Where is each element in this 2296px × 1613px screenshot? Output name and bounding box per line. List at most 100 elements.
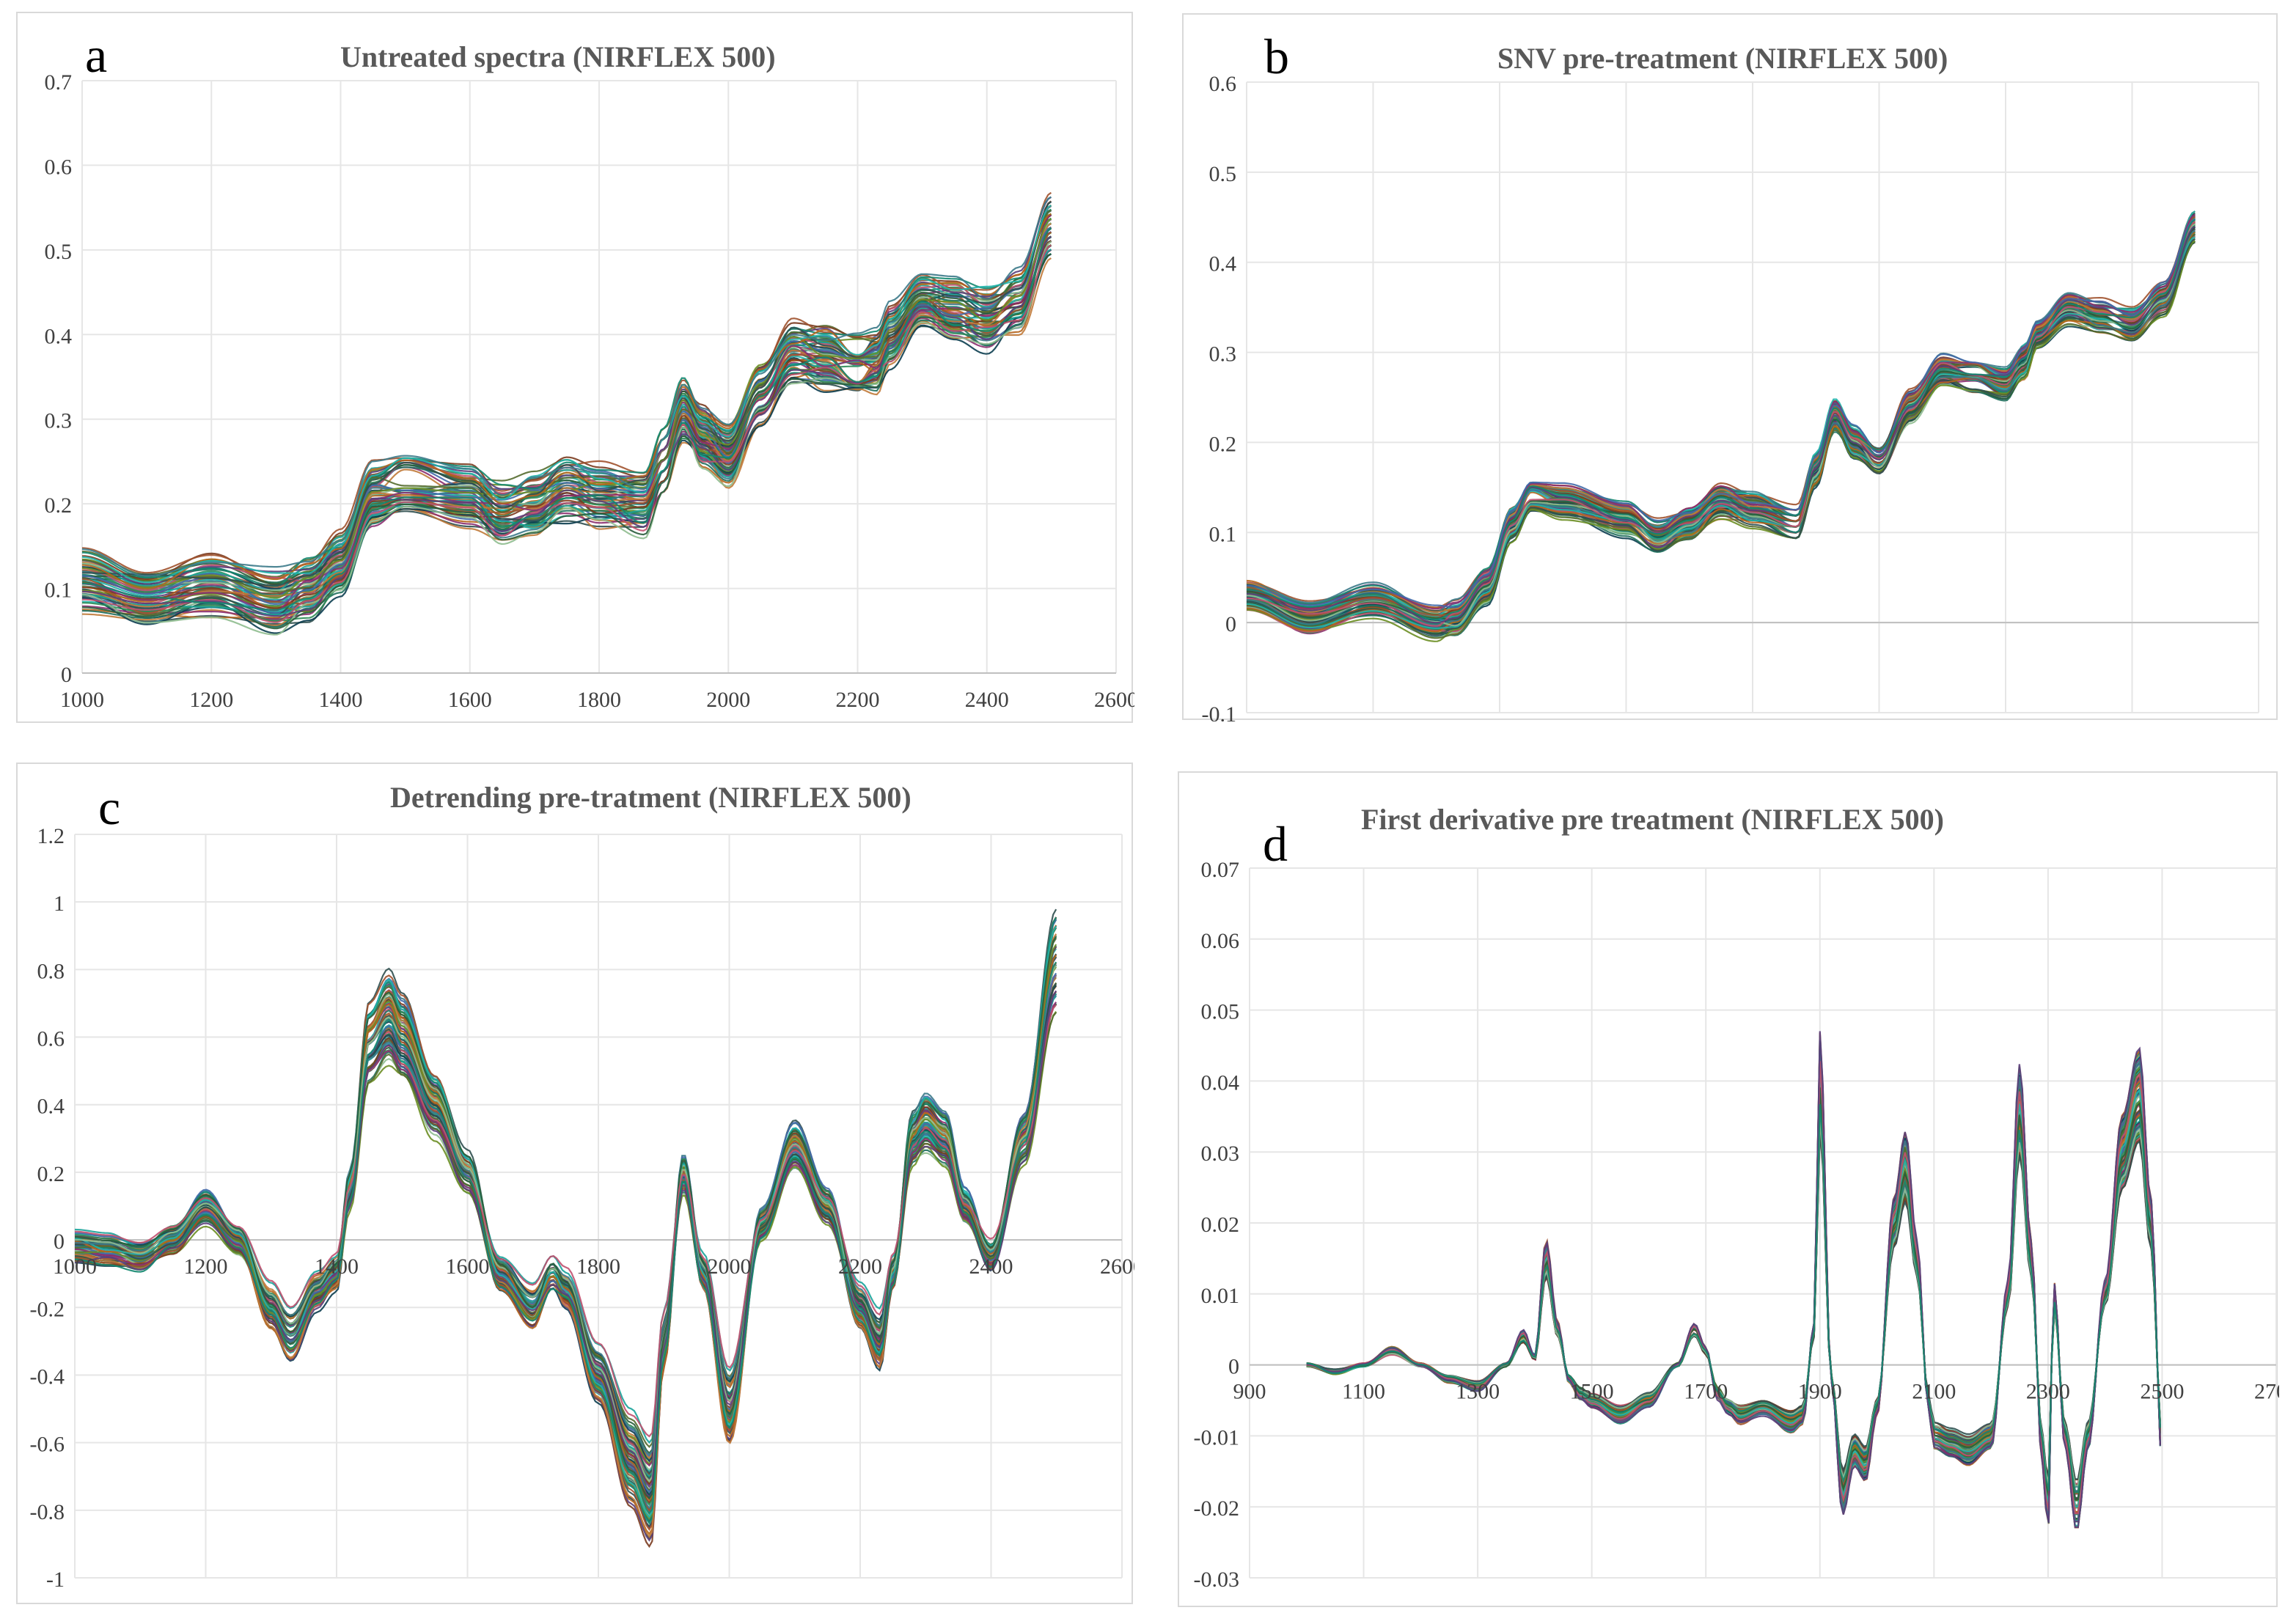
spectrum-line [74,954,1057,1502]
chart-title: First derivative pre treatment (NIRFLEX … [1361,803,1944,836]
x-tick-label: 2000 [708,1254,752,1279]
y-tick-label: -0.02 [1194,1496,1240,1521]
spectrum-line [1246,225,2196,625]
x-tick-label: 2000 [706,688,750,712]
spectrum-line [74,961,1057,1515]
x-tick-label: 1600 [448,688,492,712]
panel-letter: b [1264,29,1289,84]
grid [1249,867,2277,1579]
spectrum-line [81,236,1052,617]
y-tick-label: 0.04 [1201,1070,1240,1095]
spectrum-line [82,218,1052,609]
y-tick-label: 0.1 [45,578,73,603]
y-tick-label: 0.5 [1209,162,1237,186]
spectrum-line [75,983,1057,1475]
spectrum-line [1306,1087,2161,1501]
spectrum-line [1306,1061,2161,1515]
spectrum-line [1306,1118,2161,1487]
y-tick-label: 0.7 [45,70,73,95]
y-tick-label: 0.4 [37,1095,65,1119]
chart-plot: -0.100.10.20.30.40.50.610001200140016001… [1202,72,2259,721]
spectrum-line [1306,1100,2161,1494]
y-tick-label: 0.2 [37,1162,65,1186]
x-tick-label: 2400 [969,1254,1013,1279]
spectrum-line [81,231,1052,614]
x-tick-label: 2700 [2254,1380,2279,1404]
spectrum-line [1246,223,2196,629]
spectrum-line [81,232,1052,613]
x-tick-label: 2300 [2026,1380,2070,1404]
x-tick-label: 1000 [53,1254,97,1279]
y-tick-label: -0.2 [30,1297,65,1321]
spectrum-line [1246,218,2196,622]
y-tick-label: 0.5 [45,240,73,264]
spectrum-line [1246,213,2196,616]
y-tick-label: -1 [46,1568,65,1592]
spectrum-line [81,214,1052,611]
y-tick-label: 0.05 [1201,1000,1240,1024]
chart-panel-c: c Detrending pre-tratment (NIRFLEX 500) … [16,763,1135,1604]
y-tick-label: -0.4 [30,1364,65,1389]
y-tick-label: 0 [1225,612,1236,636]
spectrum-line [1306,1096,2161,1495]
spectrum-line [1306,1100,2161,1495]
spectrum-line [1306,1092,2161,1501]
spectrum-line [1306,1096,2161,1499]
chart-plot: -0.03 -0.02 -0.01 0 0.01 0.02 0.03 0.04 0.05 0.06… [1194,858,2280,1592]
y-tick-label: -0.1 [1202,702,1237,721]
spectrum-line [1246,232,2196,631]
spectrum-line [81,205,1052,584]
x-tick-label: 1200 [184,1254,228,1279]
spectrum-line [1246,220,2196,619]
x-tick-label: 1600 [446,1254,490,1279]
spectrum-line [74,925,1057,1518]
x-tick-label: 2100 [1912,1380,1956,1404]
series-group [1306,1031,2161,1529]
spectrum-line [1246,240,2196,638]
spectrum-line [1246,231,2196,630]
y-tick-label: 0.2 [1209,432,1237,456]
spectrum-line [81,217,1052,598]
spectrum-line [1246,218,2196,623]
spectrum-line [82,213,1052,585]
y-tick-label: 0.6 [37,1027,65,1051]
spectrum-line [1246,226,2196,625]
spectrum-line [81,209,1052,592]
x-tick-label: 1200 [189,688,233,712]
spectrum-line [1306,1123,2161,1485]
x-tick-label: 1400 [315,1254,359,1279]
grid [1246,81,2259,713]
chart-title: Untreated spectra (NIRFLEX 500) [340,40,776,73]
x-tick-label: 1700 [1684,1380,1728,1404]
spectrum-line [81,222,1052,596]
spectrum-line [81,226,1052,588]
spectrum-line [1246,217,2196,613]
panel-letter: a [85,27,108,83]
series-group [81,191,1052,636]
y-tick-label: 0 [1228,1355,1239,1379]
chart-title: SNV pre-treatment (NIRFLEX 500) [1497,42,1948,75]
x-tick-label: 1900 [1798,1380,1842,1404]
y-tick-label: 0.1 [1209,522,1237,546]
spectrum-line [1246,230,2196,625]
chart-plot: -1 -0.8 -0.6 -0.4 -0.2 0 0.2 0.4 0.6 0.8 1 1.2 1000 1… [30,824,1135,1592]
spectrum-line [1246,227,2196,625]
spectrum-line [1246,237,2196,635]
spectrum-line [1306,1126,2161,1481]
spectrum-line [81,218,1052,603]
y-tick-label: 0 [61,663,72,687]
spectrum-line [81,227,1052,614]
y-tick-label: 1 [54,892,65,916]
y-tick-label: 0.3 [45,409,73,433]
spectrum-line [1306,1126,2161,1485]
spectrum-line [81,209,1052,593]
spectrum-line [74,936,1057,1500]
spectrum-line [81,196,1052,585]
spectrum-line [1246,235,2196,633]
y-tick-label: 0.3 [1209,342,1237,367]
spectrum-line [1246,238,2196,634]
y-tick-label: 0 [54,1230,65,1254]
x-tick-label: 1100 [1342,1380,1385,1404]
chart-plot: 0 0.1 0.2 0.3 0.4 0.5 0.6 0.7 1000 1200 1400 1600 18… [45,70,1135,712]
spectrum-line [81,213,1052,590]
